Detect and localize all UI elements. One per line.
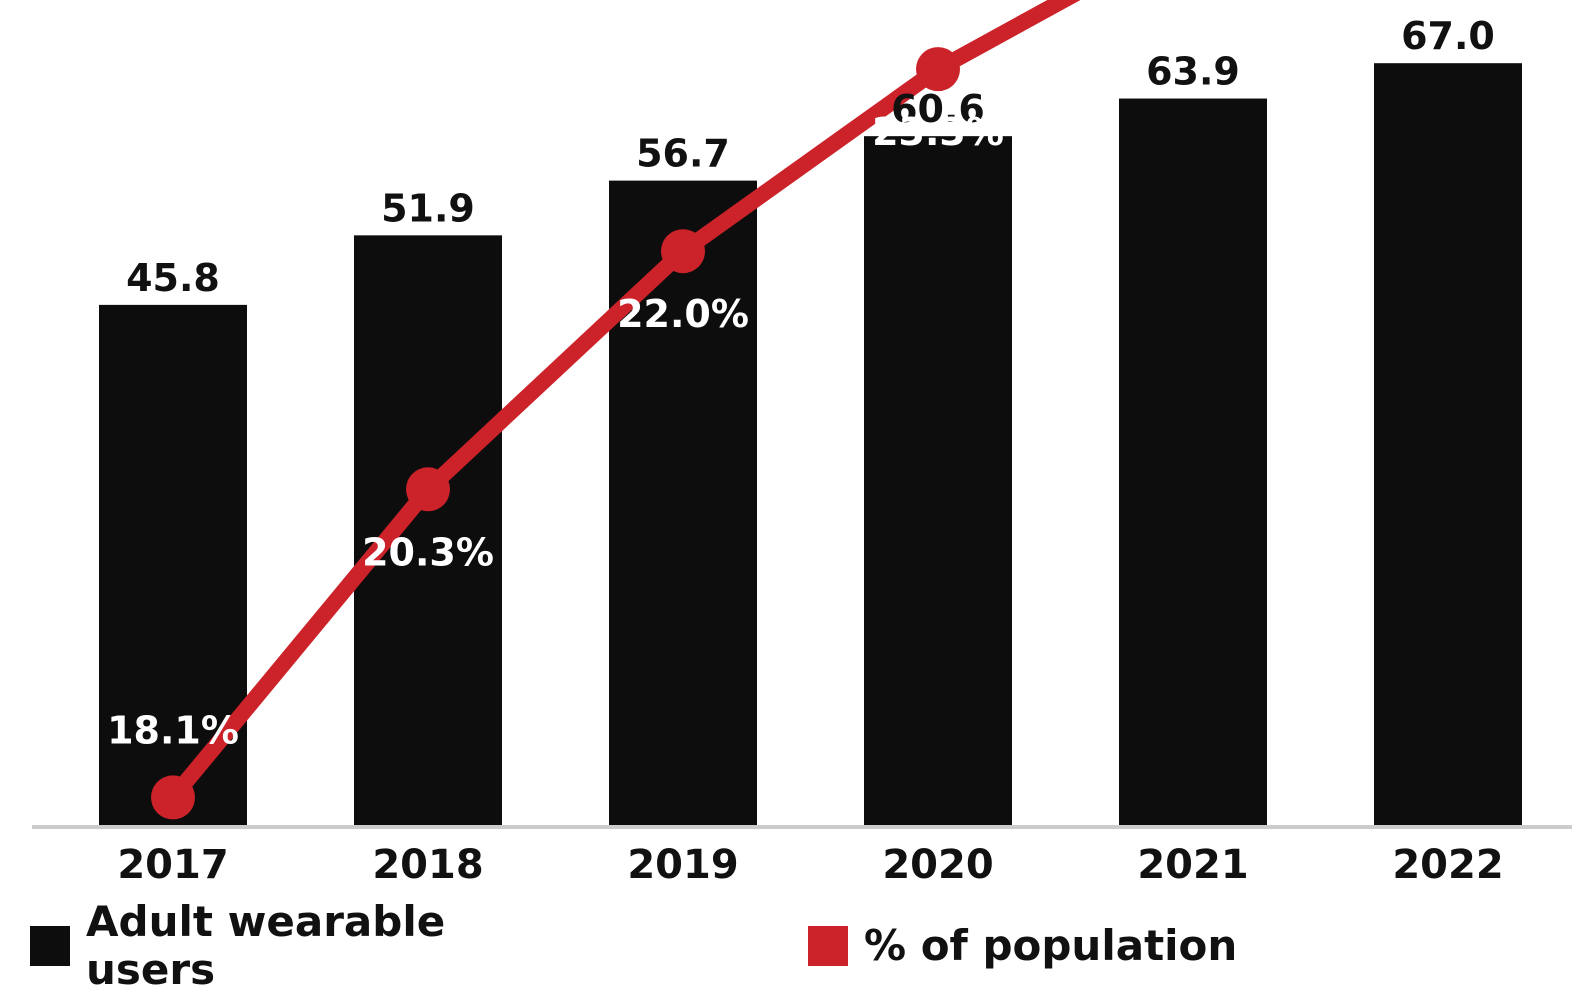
x-tick-label-2019: 2019 <box>627 842 738 888</box>
pct-label-2021: 24.3% <box>1127 0 1259 14</box>
pct-label-2017: 18.1% <box>107 708 239 752</box>
bar-value-label-2020: 60.6 <box>891 87 985 131</box>
legend-label-adult-wearable-users-line-2: users <box>86 945 215 994</box>
x-tick-label-2017: 2017 <box>117 842 228 888</box>
line-point-2020 <box>916 47 960 92</box>
line-point-2017 <box>151 775 195 820</box>
x-tick-label-2020: 2020 <box>882 842 993 888</box>
legend-label-pct-of-population: % of population <box>864 921 1237 970</box>
legend-swatch-pct-of-population <box>808 926 848 966</box>
bars-layer <box>99 63 1522 828</box>
bar-2022 <box>1374 63 1522 827</box>
bar-2018 <box>354 235 502 828</box>
labels-layer: 45.8 51.9 56.7 60.6 63.9 67.0 18.1% 20.3% 22.0% 2… <box>107 0 1495 752</box>
bar-2021 <box>1119 98 1267 828</box>
line-layer <box>151 0 1081 820</box>
x-tick-label-2021: 2021 <box>1137 842 1248 888</box>
bar-2020 <box>864 136 1012 827</box>
bar-value-label-2017: 45.8 <box>126 256 220 300</box>
bar-value-label-2021: 63.9 <box>1146 50 1240 94</box>
legend-label-adult-wearable-users-line-1: Adult wearable <box>86 897 445 946</box>
x-tick-label-2018: 2018 <box>372 842 483 888</box>
pct-label-2020: 23.3% <box>872 110 1004 154</box>
population-line <box>165 0 1081 806</box>
x-tick-labels: 2017 2018 2019 2020 2021 2022 <box>117 842 1503 888</box>
bar-value-label-2022: 67.0 <box>1401 14 1495 58</box>
legend-swatch-adult-wearable-users <box>30 926 70 966</box>
bar-2019 <box>609 180 757 827</box>
line-point-2019 <box>661 229 705 274</box>
bar-value-label-2019: 56.7 <box>636 132 730 176</box>
x-tick-label-2022: 2022 <box>1392 842 1503 888</box>
pct-label-2018: 20.3% <box>362 530 494 574</box>
line-point-2018 <box>406 467 450 512</box>
pct-label-2019: 22.0% <box>617 292 749 336</box>
bar-value-label-2018: 51.9 <box>381 186 475 230</box>
